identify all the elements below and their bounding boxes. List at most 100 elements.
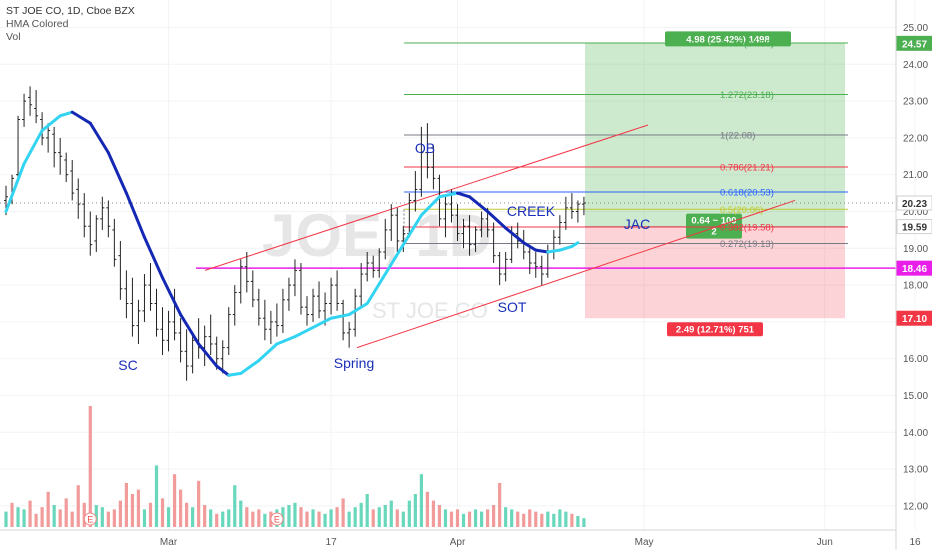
hma-segment (22, 129, 44, 166)
hma-segment (70, 110, 92, 125)
price-tick-label: 20.00 (903, 207, 928, 218)
volume-bar (377, 507, 381, 527)
volume-bar (582, 518, 586, 527)
annotation-label: JAC (624, 216, 650, 232)
volume-bar (443, 509, 448, 527)
volume-bar (473, 509, 478, 527)
hma-segment (142, 235, 165, 280)
fib-level-label: 0.618(20.53) (720, 187, 774, 198)
volume-bar (82, 502, 86, 527)
volume-bar (486, 509, 490, 527)
volume-bar (353, 507, 357, 527)
position-loss-badge[interactable] (667, 322, 763, 337)
hma-segment (504, 226, 526, 245)
fib-level-label: 1.272(23.18) (720, 90, 774, 101)
volume-bar (522, 513, 526, 527)
earnings-marker[interactable] (270, 512, 284, 526)
hma-segment (329, 313, 351, 320)
volume-bar (365, 494, 369, 527)
volume-bar (233, 485, 237, 527)
volume-bar (516, 511, 520, 527)
price-axis-badge (896, 310, 932, 326)
volume-bar (130, 494, 135, 527)
volume-bar (528, 509, 532, 527)
volume-bar (492, 505, 496, 527)
hma-segment (570, 241, 580, 248)
volume-bar (335, 507, 339, 527)
annotation-label: SC (118, 357, 137, 373)
volume-bar (172, 474, 177, 527)
volume-bar (4, 511, 8, 527)
price-tick-label: 18.00 (903, 281, 928, 292)
volume-bar (191, 507, 195, 527)
volume-bar (251, 511, 255, 527)
volume-bar (40, 507, 44, 527)
volume-bar (257, 509, 261, 527)
chart-title: ST JOE CO, 1D, Cboe BZX (6, 5, 135, 17)
hma-segment (347, 302, 369, 317)
earnings-marker-label: E (87, 515, 93, 525)
watermark-symbol: JOE, 1D (262, 202, 492, 269)
price-axis-badge-label: 18.46 (902, 264, 927, 275)
time-tick-label: Jun (817, 537, 833, 548)
channel-lower-line[interactable] (356, 199, 796, 349)
volume-bar (293, 502, 297, 527)
earnings-marker-label: E (274, 515, 280, 525)
volume-bar (58, 509, 62, 527)
hma-segment (4, 162, 26, 213)
indicator-hma-label[interactable]: HMA Colored (6, 18, 69, 30)
fib-level-label: 0.5(20.06) (720, 205, 763, 216)
volume-bar (564, 511, 568, 527)
chart-header: ST JOE CO, 1D, Cboe BZX HMA Colored Vol (6, 5, 135, 43)
hma-segment (106, 151, 128, 195)
volume-bar (558, 509, 562, 527)
volume-bar (160, 498, 165, 527)
annotation-label: SOT (498, 299, 527, 315)
position-loss-zone[interactable] (585, 226, 845, 319)
volume-bar (263, 513, 267, 527)
volume-bar (510, 509, 514, 527)
price-axis-badge-label: 19.59 (902, 223, 927, 234)
volume-bar (299, 507, 303, 527)
hma-segment (419, 195, 441, 217)
annotation-label: CREEK (507, 203, 556, 219)
hma-segment (468, 195, 490, 213)
volume-bar (546, 511, 550, 527)
hma-segment (58, 110, 74, 118)
volume-bar (178, 489, 183, 527)
volume-bar (185, 502, 189, 527)
price-tick-label: 23.00 (903, 97, 928, 108)
volume-bar (94, 505, 98, 527)
volume-bar (76, 485, 80, 527)
time-tick-label: Mar (160, 537, 178, 548)
volume-bar (118, 500, 122, 527)
volume-bar (311, 509, 315, 527)
hma-segment (88, 121, 110, 155)
fib-level-label: 0.382(19.58) (720, 222, 774, 233)
earnings-marker[interactable] (83, 512, 97, 526)
price-axis-badge-label: 24.57 (902, 39, 927, 50)
price-axis-badge-label: 20.23 (902, 199, 927, 210)
fib-level-label: 1.618(24.58) (720, 38, 774, 49)
hma-segment (522, 241, 538, 252)
volume-bar (570, 513, 574, 527)
volume-bar (347, 511, 351, 527)
price-tick-label: 15.00 (903, 391, 928, 402)
volume-bar (437, 505, 442, 527)
volume-bar (540, 513, 544, 527)
hma-segment (227, 371, 243, 377)
volume-bar (22, 509, 26, 527)
hma-segment (179, 313, 201, 346)
volume-bar (552, 513, 556, 527)
volume-bar (28, 500, 32, 527)
volume-bar (203, 505, 207, 527)
channel-upper-line[interactable] (204, 124, 649, 271)
price-tick-label: 24.00 (903, 60, 928, 71)
price-tick-label: 22.00 (903, 133, 928, 144)
hma-segment (161, 276, 183, 317)
indicator-vol-label[interactable]: Vol (6, 31, 21, 43)
hma-segment (293, 325, 315, 339)
volume-bar (154, 465, 159, 527)
volume-bar (100, 507, 104, 527)
